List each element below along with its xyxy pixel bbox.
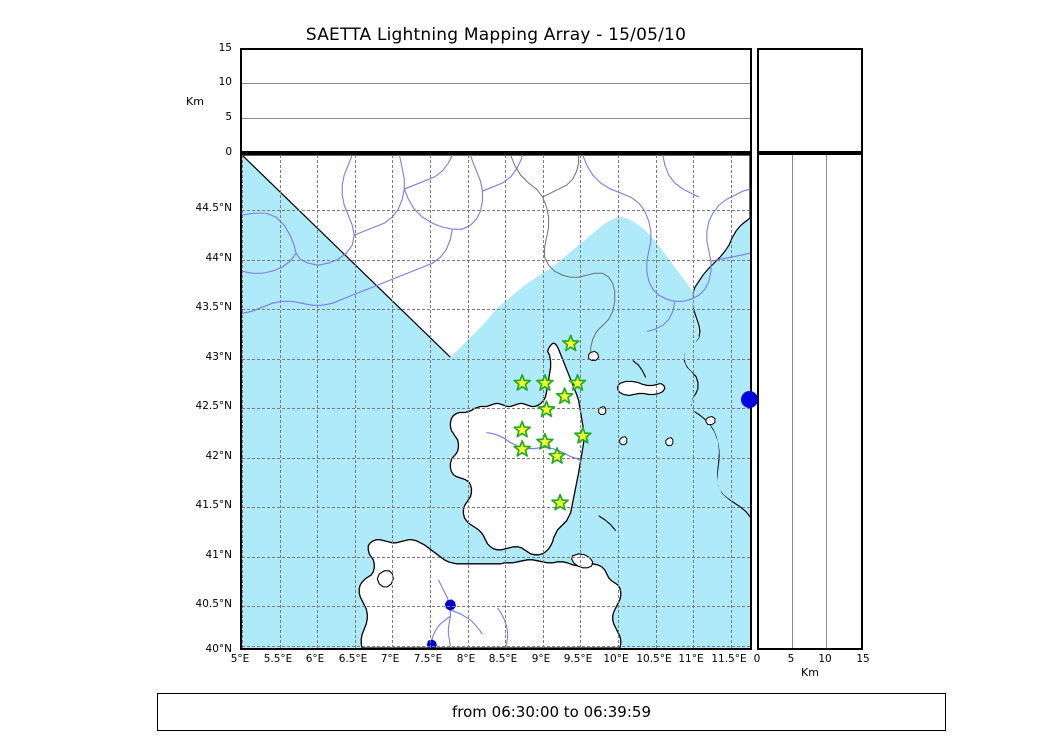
xtick-rng-10: 10 bbox=[818, 653, 832, 665]
gridline-rng-5 bbox=[792, 155, 793, 648]
xtick-lon-6: 6°E bbox=[305, 653, 325, 665]
ytick-alt-0: 0 bbox=[225, 146, 232, 158]
xtick-lon-5: 5°E bbox=[230, 653, 250, 665]
island-elba bbox=[617, 380, 666, 397]
xtick-lon-10-5: 10.5°E bbox=[636, 653, 672, 665]
ytick-lat-44: 44°N bbox=[205, 252, 232, 264]
xtick-lon-7: 7°E bbox=[380, 653, 400, 665]
xtick-lon-7-5: 7.5°E bbox=[413, 653, 443, 665]
coast-detail-strokes bbox=[598, 359, 647, 532]
lightning-source-dot bbox=[741, 391, 758, 408]
island-pianosa bbox=[665, 436, 674, 447]
ytick-lat-40: 40°N bbox=[205, 643, 232, 655]
xtick-lon-11-5: 11.5°E bbox=[711, 653, 747, 665]
xtick-lon-5-5: 5.5°E bbox=[263, 653, 293, 665]
ytick-lat-44-5: 44.5°N bbox=[195, 202, 232, 214]
island-sardinia bbox=[358, 539, 622, 648]
ytick-lat-41: 41°N bbox=[205, 549, 232, 561]
xtick-rng-15: 15 bbox=[856, 653, 870, 665]
gridline-alt-10 bbox=[242, 83, 750, 84]
lake-sardinia-1 bbox=[444, 599, 456, 611]
time-window-caption: from 06:30:00 to 06:39:59 bbox=[157, 693, 946, 731]
xtick-lon-9-5: 9.5°E bbox=[563, 653, 593, 665]
gridline-rng-10 bbox=[826, 155, 827, 648]
ytick-lat-43: 43°N bbox=[205, 351, 232, 363]
xtick-lon-11: 11°E bbox=[678, 653, 704, 665]
altitude-longitude-panel[interactable] bbox=[240, 48, 752, 153]
borders-layer bbox=[510, 155, 616, 356]
page-title: SAETTA Lightning Mapping Array - 15/05/1… bbox=[305, 25, 687, 45]
time-window-text: from 06:30:00 to 06:39:59 bbox=[451, 703, 651, 721]
altitude-histogram-panel[interactable] bbox=[757, 48, 863, 153]
ytick-alt-5: 5 bbox=[225, 111, 232, 123]
latitude-altitude-panel[interactable] bbox=[757, 153, 863, 650]
gridline-alt-5 bbox=[242, 118, 750, 119]
island-small-north bbox=[588, 350, 600, 361]
ytick-alt-15: 15 bbox=[218, 42, 232, 54]
map-panel[interactable] bbox=[240, 153, 752, 650]
ytick-alt-10: 10 bbox=[218, 76, 232, 88]
ytick-lat-41-5: 41.5°N bbox=[195, 499, 232, 511]
rivers-sardinia bbox=[430, 579, 509, 648]
xtick-lon-6-5: 6.5°E bbox=[338, 653, 368, 665]
island-giglio bbox=[705, 415, 716, 426]
lake-sardinia-2 bbox=[426, 639, 437, 648]
island-asinara bbox=[376, 570, 394, 588]
xtick-lon-8: 8°E bbox=[456, 653, 476, 665]
ytick-lat-40-5: 40.5°N bbox=[195, 598, 232, 610]
island-montecristo bbox=[619, 435, 628, 446]
xtick-lon-8-5: 8.5°E bbox=[488, 653, 518, 665]
ytick-lat-42: 42°N bbox=[205, 450, 232, 462]
altitude-axis-label: Km bbox=[186, 95, 204, 108]
xtick-lon-9: 9°E bbox=[531, 653, 551, 665]
xtick-rng-5: 5 bbox=[787, 653, 795, 665]
river-golo bbox=[486, 431, 581, 462]
range-axis-label: Km bbox=[801, 666, 819, 679]
xtick-lon-10: 10°E bbox=[603, 653, 629, 665]
ytick-lat-42-5: 42.5°N bbox=[195, 400, 232, 412]
xtick-rng-0: 0 bbox=[753, 653, 761, 665]
map-canvas bbox=[242, 155, 750, 648]
ytick-lat-43-5: 43.5°N bbox=[195, 301, 232, 313]
